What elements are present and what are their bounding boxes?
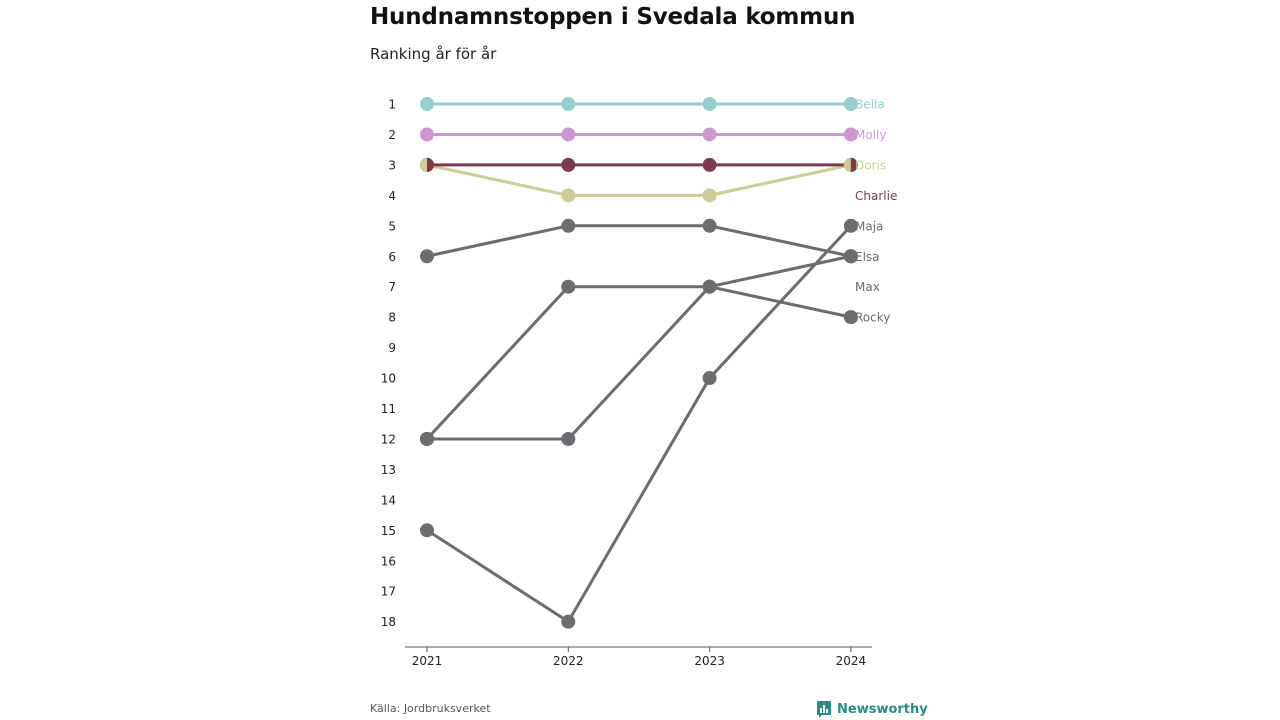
data-point-doris [702, 188, 717, 203]
chart-subtitle: Ranking år för år [370, 45, 497, 63]
bar-chart-icon [817, 701, 831, 718]
y-tick-label: 8 [388, 311, 396, 325]
data-point-half-max [850, 249, 858, 264]
data-point-bella [702, 97, 717, 111]
x-axis: 2021 2022 2023 2024 [405, 646, 872, 668]
data-point-max [561, 431, 576, 446]
data-point-bella [420, 97, 434, 111]
data-point-doris [561, 188, 576, 203]
x-tick-label: 2024 [836, 654, 867, 668]
data-point-molly [702, 127, 717, 142]
data-point-maja [843, 218, 858, 233]
series-label-bella: Bella [855, 98, 885, 112]
data-point-half-rocky [427, 431, 435, 446]
y-tick-label: 9 [388, 341, 396, 355]
series-lines [425, 102, 853, 624]
data-point-rocky [561, 279, 576, 294]
data-point-half-doris [843, 157, 851, 172]
y-tick-label: 16 [381, 554, 396, 568]
series-labels: Bella Molly Doris Charlie Maja Elsa Max Rocky [855, 98, 897, 325]
data-point-charlie [702, 157, 717, 172]
series-line-elsa [425, 224, 853, 258]
y-tick-label: 12 [381, 432, 396, 446]
series-label-elsa: Elsa [855, 250, 880, 264]
data-point-maja [702, 371, 717, 386]
y-tick-label: 13 [381, 463, 396, 477]
y-tick-label: 17 [381, 585, 396, 599]
series-line-doris [425, 163, 853, 197]
data-point-half-charlie [427, 157, 435, 172]
data-point-half-rocky [709, 279, 717, 294]
y-tick-label: 4 [388, 189, 396, 203]
series-label-charlie: Charlie [855, 189, 897, 203]
y-tick-label: 11 [381, 402, 396, 416]
y-tick-label: 7 [388, 280, 396, 294]
data-point-half-charlie [850, 157, 858, 172]
data-point-half-max [702, 279, 710, 294]
y-tick-label: 18 [381, 615, 396, 629]
series-line-max [425, 254, 853, 441]
y-tick-label: 2 [388, 128, 396, 142]
data-point-molly [420, 127, 434, 142]
data-point-rocky [843, 310, 858, 325]
series-label-max: Max [855, 280, 880, 294]
series-label-maja: Maja [855, 219, 883, 233]
data-point-maja [561, 614, 576, 629]
data-point-elsa [702, 218, 717, 233]
x-tick-label: 2022 [553, 654, 584, 668]
data-point-bella [561, 97, 576, 111]
series-label-rocky: Rocky [855, 311, 890, 325]
y-tick-label: 14 [381, 493, 396, 507]
data-point-half-elsa [843, 249, 851, 264]
y-tick-label: 3 [388, 158, 396, 172]
data-point-molly [561, 127, 576, 142]
data-point-charlie [561, 157, 576, 172]
data-point-elsa [420, 249, 434, 264]
chart-title: Hundnamnstoppen i Svedala kommun [370, 4, 856, 30]
y-tick-label: 5 [388, 219, 396, 233]
newsworthy-logo[interactable]: Newsworthy [816, 700, 928, 719]
x-tick-label: 2021 [412, 654, 443, 668]
y-tick-label: 10 [381, 372, 396, 386]
series-line-maja [425, 224, 853, 624]
y-tick-label: 15 [381, 524, 396, 538]
data-point-elsa [561, 218, 576, 233]
series-label-doris: Doris [855, 158, 886, 172]
series-label-molly: Molly [855, 128, 886, 142]
y-tick-label: 1 [388, 98, 396, 112]
data-point-maja [420, 523, 434, 538]
brand-name: Newsworthy [837, 702, 928, 717]
data-point-molly [843, 127, 858, 142]
series-line-rocky [425, 285, 853, 441]
data-point-bella [843, 97, 858, 111]
x-tick-label: 2023 [694, 654, 725, 668]
y-tick-label: 6 [388, 250, 396, 264]
series-points [420, 97, 858, 629]
data-point-half-doris [420, 157, 427, 172]
data-point-half-max [420, 431, 427, 446]
source-note: Källa: Jordbruksverket [370, 702, 491, 715]
